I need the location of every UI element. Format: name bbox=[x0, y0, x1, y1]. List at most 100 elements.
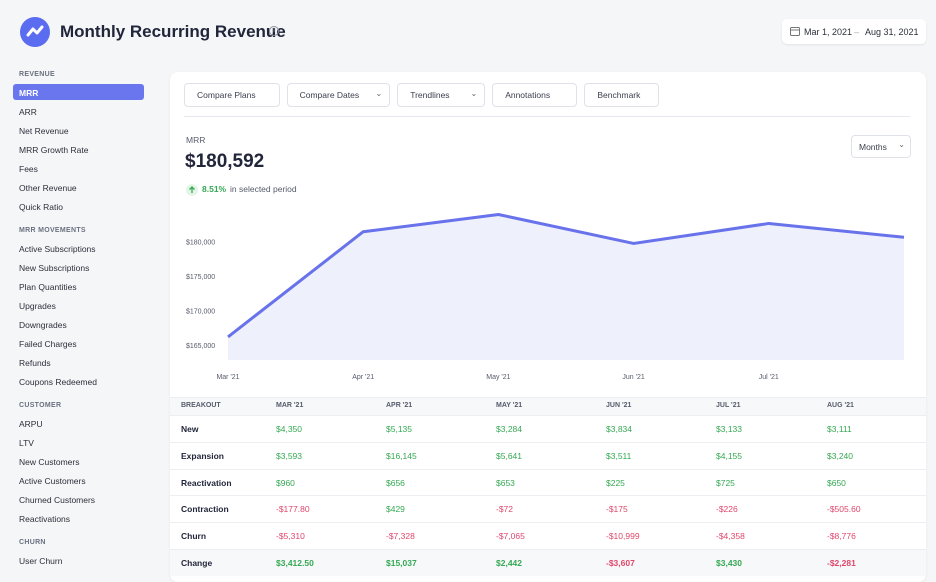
sidebar-item[interactable]: Churned Customers bbox=[19, 495, 96, 505]
table-row-line bbox=[170, 522, 926, 524]
table-cell: -$7,065 bbox=[496, 531, 525, 542]
table-cell: $653 bbox=[496, 477, 515, 488]
table-header-bg bbox=[170, 397, 926, 416]
table-cell: -$177.80 bbox=[276, 504, 310, 515]
period-select-label: Months bbox=[859, 142, 887, 152]
table-header-cell: APR '21 bbox=[386, 402, 413, 409]
sidebar-heading: CHURN bbox=[19, 539, 46, 546]
sidebar-item[interactable]: Net Revenue bbox=[19, 126, 69, 136]
table-cell: $5,641 bbox=[496, 450, 522, 461]
sidebar-item[interactable]: ARR bbox=[19, 107, 37, 117]
dropdown-chevron: ⌄ bbox=[375, 89, 383, 98]
x-tick-label: Jun '21 bbox=[622, 374, 644, 381]
sidebar-item[interactable]: MRR bbox=[19, 88, 39, 98]
sidebar-item[interactable]: Other Revenue bbox=[19, 183, 77, 193]
table-cell: $3,511 bbox=[606, 450, 632, 461]
table-cell: $3,412.50 bbox=[276, 558, 314, 568]
table-cell: -$7,328 bbox=[386, 531, 415, 542]
table-cell: New bbox=[181, 424, 199, 434]
table-cell: -$10,999 bbox=[606, 531, 640, 542]
sidebar-item[interactable]: User Churn bbox=[19, 556, 63, 566]
table-cell: Churn bbox=[181, 531, 207, 542]
table-cell: -$505.60 bbox=[827, 504, 861, 515]
table-cell: -$5,310 bbox=[276, 531, 305, 542]
info-icon[interactable]: i bbox=[269, 26, 279, 36]
table-row-bg bbox=[170, 550, 926, 576]
table-cell: $725 bbox=[716, 477, 735, 488]
table-header-cell: JUN '21 bbox=[606, 402, 632, 409]
sidebar-item[interactable]: LTV bbox=[19, 438, 34, 448]
sidebar-item[interactable]: New Customers bbox=[19, 457, 80, 467]
table-cell: -$175 bbox=[606, 504, 628, 515]
metric-change: 8.51% bbox=[202, 184, 227, 194]
table-cell: -$226 bbox=[716, 504, 738, 515]
logo[interactable] bbox=[20, 17, 50, 47]
table-cell: -$2,281 bbox=[827, 558, 856, 568]
table-row-line bbox=[170, 549, 926, 550]
metric-label: MRR bbox=[186, 135, 206, 145]
table-row-line bbox=[170, 495, 926, 497]
toolbar-button[interactable]: Compare Dates ⌄ bbox=[286, 83, 391, 107]
sidebar-item[interactable]: Refunds bbox=[19, 358, 51, 368]
up-arrow-icon bbox=[186, 184, 198, 196]
table-header-cell: AUG '21 bbox=[827, 402, 854, 409]
table-cell: -$72 bbox=[496, 504, 514, 515]
toolbar-button[interactable]: Compare Plans bbox=[184, 83, 280, 107]
logo-icon bbox=[26, 25, 44, 37]
y-tick-label: $175,000 bbox=[186, 274, 215, 281]
sidebar-item[interactable]: Upgrades bbox=[19, 301, 56, 311]
sidebar-item[interactable]: Reactivations bbox=[19, 514, 71, 524]
metric-value: $180,592 bbox=[185, 151, 265, 172]
sidebar-item[interactable]: Coupons Redeemed bbox=[19, 377, 97, 387]
sidebar-item[interactable]: Quick Ratio bbox=[19, 202, 63, 212]
table-cell: -$3,607 bbox=[606, 558, 635, 568]
period-select[interactable]: Months ⌄ bbox=[851, 135, 911, 158]
toolbar-button[interactable]: Annotations bbox=[492, 83, 578, 107]
sidebar-item[interactable]: MRR Growth Rate bbox=[19, 145, 89, 155]
sidebar-item[interactable]: New Subscriptions bbox=[19, 263, 90, 273]
table-cell: $3,834 bbox=[606, 424, 632, 434]
toolbar-button-label: Compare Plans bbox=[197, 90, 256, 100]
x-tick-label: Apr '21 bbox=[352, 374, 374, 381]
sidebar-item[interactable]: Plan Quantities bbox=[19, 282, 77, 292]
table-cell: $16,145 bbox=[386, 450, 417, 461]
table-cell: $3,430 bbox=[716, 558, 742, 568]
y-tick-label: $180,000 bbox=[186, 239, 215, 246]
sidebar-item[interactable]: Failed Charges bbox=[19, 339, 77, 349]
toolbar-button[interactable]: Benchmark bbox=[584, 83, 660, 107]
sidebar-heading: REVENUE bbox=[19, 71, 55, 78]
divider bbox=[184, 116, 910, 117]
table-header-cell: BREAKOUT bbox=[181, 402, 221, 409]
sidebar-item[interactable]: Fees bbox=[19, 164, 38, 174]
x-tick-label: May '21 bbox=[486, 374, 510, 381]
line bbox=[227, 212, 905, 339]
sidebar-item[interactable]: Downgrades bbox=[19, 320, 67, 330]
y-tick-label: $165,000 bbox=[186, 343, 215, 350]
date-range[interactable]: Mar 1, 2021 – Aug 31, 2021 bbox=[782, 19, 926, 44]
table-row-line bbox=[170, 468, 926, 470]
calendar-icon bbox=[790, 27, 800, 36]
sidebar-item[interactable]: Active Customers bbox=[19, 476, 86, 486]
table-cell: $3,593 bbox=[276, 450, 302, 461]
toolbar-button-label: Annotations bbox=[505, 90, 551, 100]
toolbar-button[interactable]: Trendlines ⌄ bbox=[397, 83, 486, 107]
page-title: Monthly Recurring Revenue bbox=[60, 22, 286, 41]
table-cell: $225 bbox=[606, 477, 625, 488]
sidebar-item[interactable]: Active Subscriptions bbox=[19, 244, 96, 254]
table-cell: $3,133 bbox=[716, 424, 742, 434]
table-cell: Change bbox=[181, 558, 213, 568]
table-cell: -$8,776 bbox=[827, 531, 856, 542]
date-start: Mar 1, 2021 bbox=[804, 27, 853, 37]
sidebar-heading: MRR MOVEMENTS bbox=[19, 227, 86, 234]
sidebar-heading: CUSTOMER bbox=[19, 402, 62, 409]
sidebar-item[interactable]: ARPU bbox=[19, 419, 43, 429]
y-tick-label: $170,000 bbox=[186, 308, 215, 315]
table-row-line bbox=[170, 441, 926, 443]
metric-change-text: in selected period bbox=[230, 184, 297, 194]
table-cell: $15,037 bbox=[386, 558, 417, 568]
table-cell: $3,284 bbox=[496, 424, 522, 434]
table-cell: $5,135 bbox=[386, 424, 412, 434]
table-cell: Expansion bbox=[181, 450, 224, 461]
